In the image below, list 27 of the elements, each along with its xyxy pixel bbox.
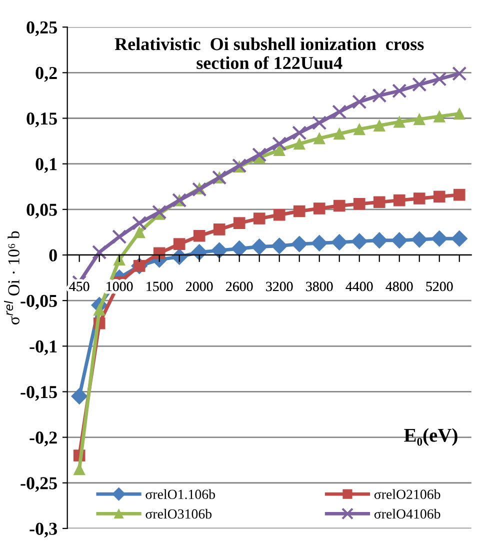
y-tick-label: 0,1: [36, 158, 57, 173]
legend-label: σrelO1.106b: [146, 489, 216, 500]
y-tick-label: 0,15: [26, 112, 57, 128]
y-tick-label: -0,1: [30, 340, 57, 356]
y-tick-label: -0,25: [20, 477, 57, 492]
y-axis-title: σ$^{rel}$ Oi · 10⁶ b: [4, 231, 20, 324]
x-tick-label: 1500: [146, 282, 173, 292]
x-axis-title: E₀(eV): [404, 428, 458, 446]
legend-label: σrelO4106b: [374, 508, 440, 519]
x-tick-label: 4800: [386, 282, 413, 292]
x-tick-label: 2600: [226, 282, 253, 292]
y-tick-label: 0: [49, 249, 57, 262]
legend-label: σrelO2106b: [374, 489, 440, 500]
legend-label: σrelO3106b: [146, 508, 212, 519]
x-tick-label: 3800: [306, 282, 333, 292]
y-tick-label: 0,2: [36, 66, 57, 82]
x-tick-label: 3200: [266, 282, 293, 292]
y-tick-label: -0,3: [30, 522, 57, 538]
y-tick-label: -0,15: [20, 386, 57, 401]
y-tick-label: -0,05: [20, 294, 57, 310]
y-tick-label: 0,25: [26, 21, 57, 36]
x-tick-label: 4400: [346, 282, 373, 292]
y-tick-label: -0,2: [30, 432, 57, 446]
x-tick-label: 2000: [186, 282, 213, 292]
y-tick-label: 0,05: [26, 204, 57, 218]
text: Relativistic Oi subshell ionization cross section of 122Uuu4: [114, 37, 424, 70]
x-tick-label: 5200: [426, 282, 453, 292]
